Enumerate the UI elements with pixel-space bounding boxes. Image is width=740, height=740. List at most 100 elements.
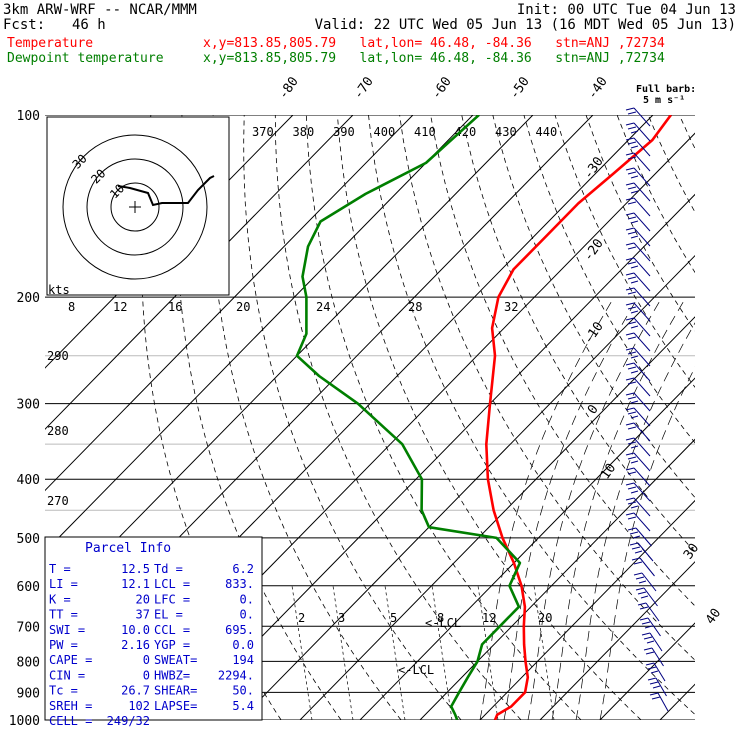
theta-label: 430: [495, 125, 517, 139]
parcel-value: 249/32: [107, 714, 150, 728]
wind-barb-feather: [637, 591, 647, 595]
wind-barb-feather: [625, 482, 635, 486]
wind-barb: [633, 377, 651, 397]
dry-adiabat-line: [710, 115, 740, 720]
wind-barb-feather: [625, 152, 635, 156]
wind-barb-feather: [627, 186, 637, 190]
dry-adiabat-line: [430, 115, 695, 607]
parcel-value: 0.0: [232, 638, 254, 652]
parcel-label: LCL =: [154, 577, 190, 591]
hodograph-speed-tick: 20: [236, 300, 250, 314]
wind-barb-feather: [641, 621, 651, 625]
parcel-value: 20: [136, 592, 150, 606]
wind-barb: [653, 662, 666, 682]
hodograph-ring: [110, 182, 160, 232]
wind-barb: [633, 512, 651, 532]
wind-barb-feather: [630, 445, 639, 449]
wind-barb-feather: [630, 370, 639, 374]
mixing-ratio-label: 2: [298, 611, 305, 625]
wind-barb: [645, 602, 660, 622]
wind-barb: [633, 257, 651, 277]
parcel-label: LI =: [49, 577, 78, 591]
dry-adiabat-line: [399, 115, 695, 661]
hodograph-speed-tick: 16: [168, 300, 182, 314]
parcel-value: 833.: [225, 577, 254, 591]
parcel-label: CELL =: [49, 714, 92, 728]
wind-barb: [633, 287, 651, 307]
wind-barb-feather: [627, 276, 637, 280]
isotherm-label: -50: [507, 74, 533, 102]
isotherm-line: [539, 561, 695, 720]
parcel-label: LAPSE=: [154, 699, 197, 713]
hodograph-ring: [62, 134, 208, 280]
parcel-value: 194: [232, 653, 254, 667]
isotherm-label: -30: [581, 154, 607, 182]
wind-barb: [633, 407, 651, 427]
wind-barb-feather: [647, 677, 657, 681]
pressure-tick-label: 500: [17, 532, 40, 547]
wind-barb-feather: [625, 452, 635, 456]
isotherm-line: [419, 438, 695, 720]
wind-barb: [649, 632, 663, 652]
wind-barb: [633, 317, 651, 337]
wind-barb-feather: [630, 145, 639, 149]
moist-adiabat-line: [599, 366, 695, 720]
wind-barb-feather: [627, 381, 637, 385]
pressure-tick-label: 600: [17, 580, 40, 595]
ccl-marker: <-LCL: [425, 616, 461, 630]
wind-barb-feather: [629, 542, 639, 546]
wind-barb-feather: [625, 302, 635, 306]
wind-barb: [633, 152, 651, 172]
wind-barb: [641, 572, 657, 592]
dewpoint-legend: Dewpoint temperature: [7, 51, 164, 66]
mixing-ratio-label: 3: [338, 611, 345, 625]
dry-adiabat-line: [647, 115, 695, 213]
wind-barb-feather: [627, 321, 637, 325]
parcel-label: CCL =: [154, 623, 190, 637]
wind-barb-feather: [639, 606, 649, 610]
wind-barb-feather: [625, 497, 635, 501]
wind-barb-feather: [630, 490, 639, 494]
mixing-ratio-line: [431, 585, 453, 720]
pressure-tick-label: 400: [17, 473, 40, 488]
wind-barb-feather: [630, 400, 639, 404]
mixing-ratio-line: [533, 585, 555, 720]
wind-barb-feather: [647, 666, 657, 670]
wind-barb-feather: [627, 351, 637, 355]
parcel-value: 0.: [240, 608, 254, 622]
hodograph-trace: [117, 175, 215, 207]
wind-barb-feather: [627, 411, 637, 415]
hodograph-units: kts: [48, 283, 70, 297]
wind-barb-feather: [627, 441, 637, 445]
moist-adiabat-line: [503, 296, 639, 720]
dry-adiabat-line: [337, 115, 642, 720]
wind-barb: [633, 452, 651, 472]
wind-barb-feather: [625, 467, 635, 471]
hodograph-panel: [46, 116, 230, 296]
dewpoint-profile-line: [295, 115, 522, 720]
isotherm-line: [359, 377, 695, 720]
wind-barb-feather: [627, 471, 637, 475]
parcel-label: CIN =: [49, 668, 85, 682]
wind-barb-feather: [625, 347, 635, 351]
parcel-info-title: Parcel Info: [85, 541, 171, 556]
wind-barb-feather: [630, 415, 639, 419]
parcel-value: 695.: [225, 623, 254, 637]
wind-barb-feather: [625, 512, 635, 516]
wind-barb-feather: [651, 696, 661, 700]
hodograph-speed-tick: 32: [504, 300, 518, 314]
wind-barb-feather: [630, 505, 639, 509]
forecast-label: Fcst:: [3, 17, 46, 33]
moist-adiabat-line: [527, 296, 663, 720]
wind-legend-value: 5 m s⁻¹: [643, 95, 685, 106]
wind-barb-feather: [650, 670, 659, 674]
wind-barb-feather: [639, 617, 649, 621]
parcel-label: Tc =: [49, 684, 78, 698]
isotherm-label: -80: [276, 74, 302, 102]
parcel-label: T =: [49, 562, 71, 576]
model-title: 3km ARW-WRF -- NCAR/MMM: [3, 2, 197, 18]
parcel-label: TT =: [49, 608, 78, 622]
wind-barb-feather: [625, 197, 635, 201]
wind-barb: [637, 542, 654, 562]
wind-barb-feather: [627, 527, 637, 531]
